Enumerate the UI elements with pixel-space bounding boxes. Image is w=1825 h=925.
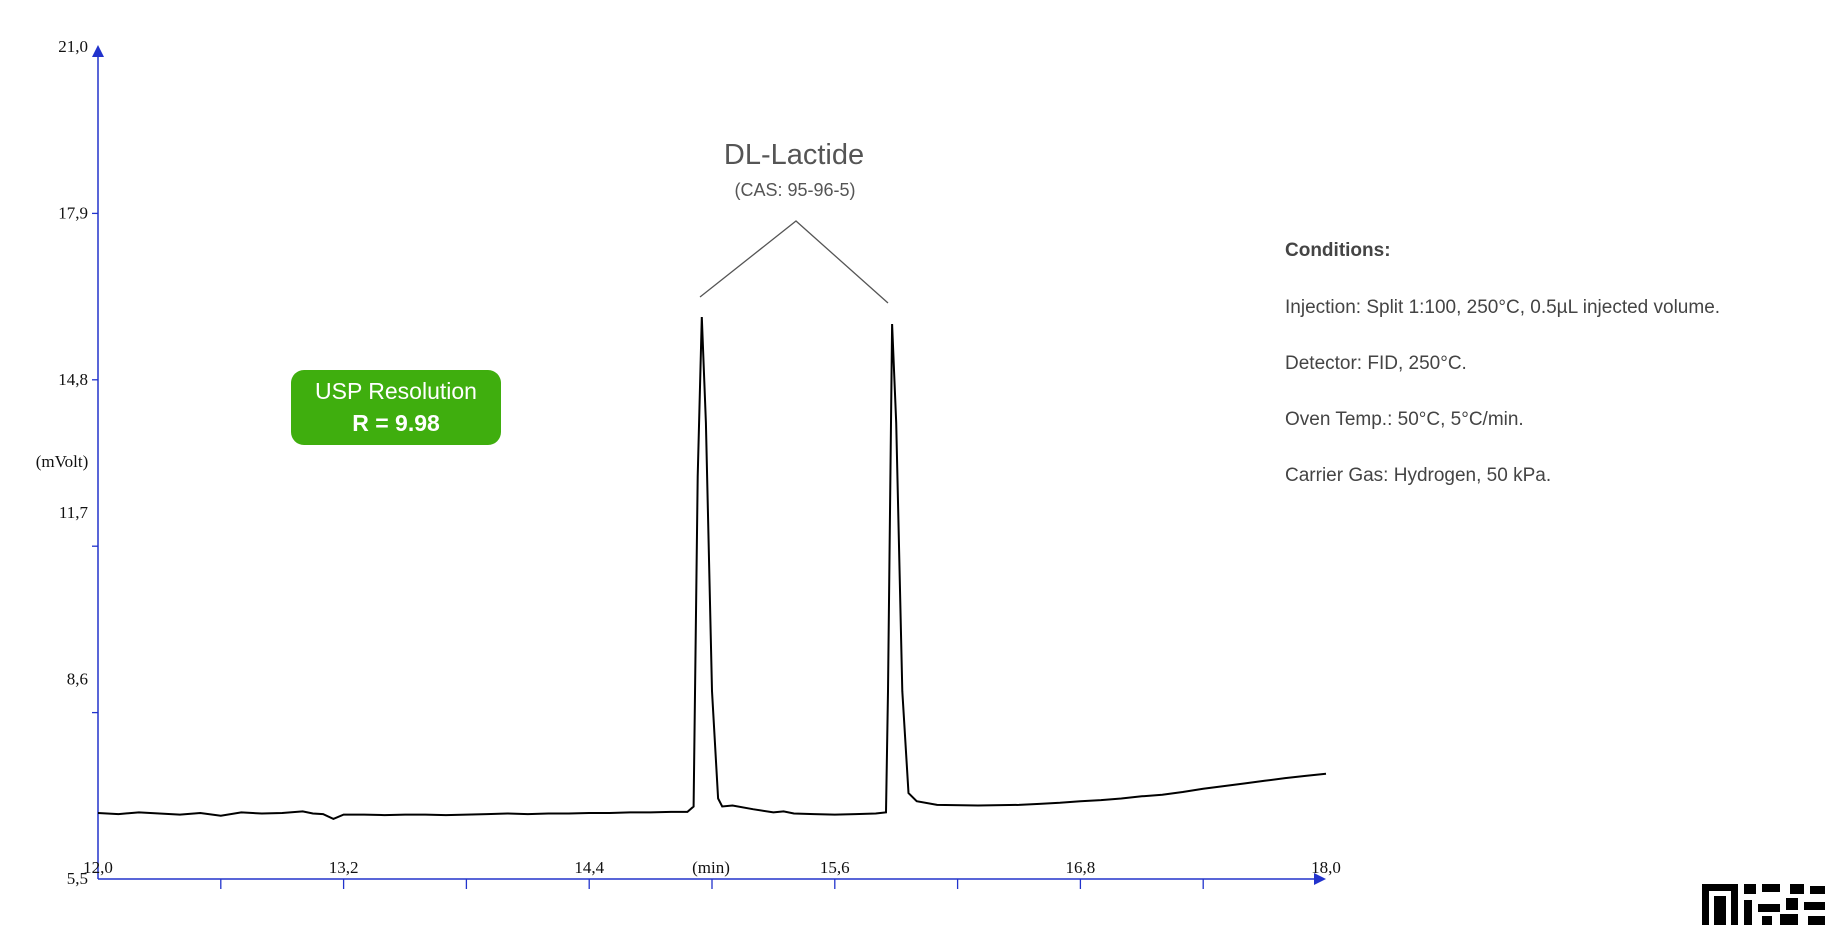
chromatogram-trace (97, 316, 1327, 820)
x-tick-label: 18,0 (1311, 858, 1341, 877)
condition-detector: Detector: FID, 250°C. (1285, 353, 1467, 374)
conditions-panel: Conditions: Injection: Split 1:100, 250°… (1285, 240, 1720, 486)
y-axis-label: (mVolt) (36, 452, 89, 471)
resolution-badge-bg (291, 370, 501, 445)
condition-carrier: Carrier Gas: Hydrogen, 50 kPa. (1285, 465, 1551, 486)
axes (92, 45, 1326, 885)
resolution-title: USP Resolution (315, 378, 477, 404)
y-tick-label: 14,8 (58, 370, 88, 389)
ticks: 5,5 8,6 11,7 14,8 17,9 21,0 12,0 13,2 14,4 15,6 16… (58, 37, 1341, 889)
qr-code-fragment (1702, 884, 1825, 925)
y-tick-label: 5,5 (67, 869, 88, 888)
condition-oven: Oven Temp.: 50°C, 5°C/min. (1285, 409, 1524, 430)
x-tick-label: 16,8 (1066, 858, 1096, 877)
y-tick-label: 11,7 (59, 503, 89, 522)
x-tick-label: 15,6 (820, 858, 850, 877)
resolution-badge: USP Resolution R = 9.98 (291, 370, 501, 445)
y-tick-label: 21,0 (58, 37, 88, 56)
conditions-title: Conditions: (1285, 240, 1391, 261)
annotation-pointer-lines (699, 220, 889, 304)
x-axis-arrow-icon (1314, 873, 1326, 885)
cas-number: (CAS: 95-96-5) (734, 180, 855, 200)
x-tick-label: 13,2 (329, 858, 359, 877)
y-axis-arrow-icon (92, 45, 104, 57)
condition-injection: Injection: Split 1:100, 250°C, 0.5µL inj… (1285, 297, 1720, 318)
y-tick-label: 17,9 (58, 203, 88, 222)
compound-name: DL-Lactide (724, 139, 864, 171)
compound-annotation: DL-Lactide (CAS: 95-96-5) (699, 139, 889, 304)
x-tick-label: 12,0 (83, 858, 113, 877)
x-tick-label: 14,4 (574, 858, 604, 877)
x-axis-label: (min) (692, 858, 730, 877)
y-tick-label: 8,6 (67, 670, 88, 689)
resolution-value: R = 9.98 (352, 410, 440, 436)
